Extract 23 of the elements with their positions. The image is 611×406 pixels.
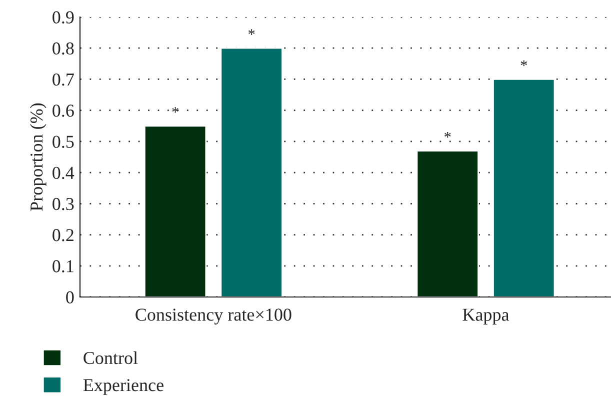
y-tick-label: 0.8 — [52, 42, 74, 55]
annotation: * — [248, 29, 255, 35]
y-tick-label: 0.1 — [52, 260, 74, 272]
y-tick-label: 0.2 — [52, 229, 74, 242]
annotation: * — [520, 60, 527, 66]
bar — [492, 78, 556, 297]
y-tick-label: 0 — [66, 291, 74, 304]
bar — [416, 150, 479, 297]
y-tick-label: 0.9 — [52, 11, 74, 24]
y-axis-title: Proportion (%) — [30, 103, 46, 211]
y-tick-label: 0.6 — [52, 104, 74, 117]
legend-label: Experience — [83, 379, 164, 395]
y-tick-label: 0.5 — [52, 136, 74, 148]
y-tick-label: 0.4 — [52, 166, 74, 180]
legend-label: Control — [84, 351, 138, 364]
annotation: * — [172, 107, 178, 113]
x-tick-label: Consistency rate×100 — [136, 308, 292, 324]
y-tick-label: 0.7 — [52, 73, 74, 86]
x-tick-label: Kappa — [462, 308, 510, 324]
y-tick-label: 0.3 — [52, 198, 74, 210]
bar — [220, 47, 283, 297]
bar — [144, 125, 207, 297]
annotation: * — [444, 132, 451, 138]
